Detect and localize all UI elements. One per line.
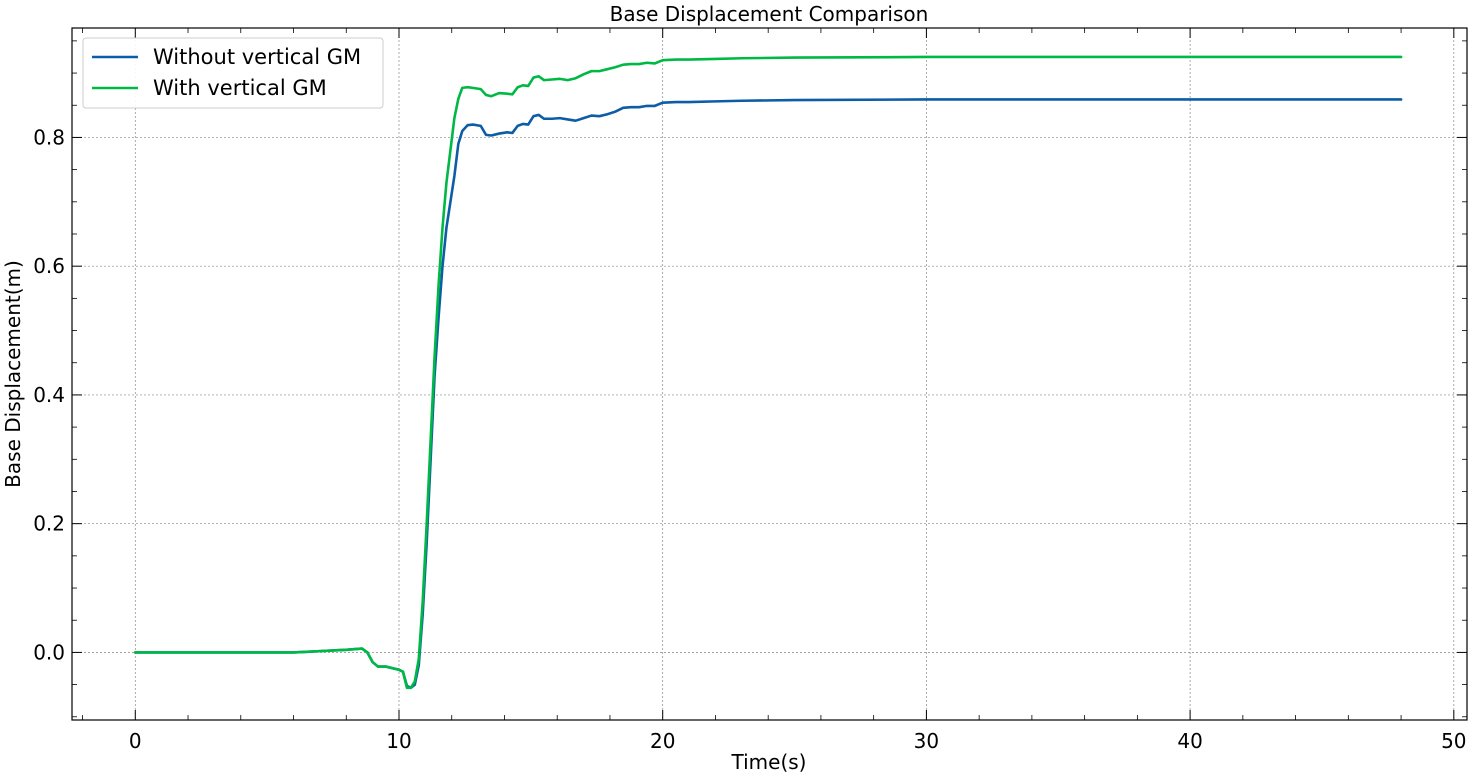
x-tick-labels: 0 10 20 30 40 50: [129, 729, 1467, 753]
x-tick-label: 40: [1177, 729, 1202, 753]
legend-label-without-vertical-gm: Without vertical GM: [153, 45, 361, 69]
major-ticks: [72, 28, 1467, 720]
legend-box: [82, 37, 384, 109]
minor-ticks: [72, 28, 1467, 720]
y-tick-label: 0.8: [33, 125, 65, 149]
y-tick-label: 0.4: [33, 383, 65, 407]
chart-title: Base Displacement Comparison: [610, 2, 929, 26]
y-axis-title: Base Displacement(m): [1, 260, 25, 488]
y-tick-label: 0.6: [33, 254, 65, 278]
plot-frame: [71, 27, 1468, 721]
series-line-with-vertical-gm: [133, 55, 1403, 690]
series-lines: [133, 55, 1403, 690]
x-tick-label: 0: [129, 729, 142, 753]
x-tick-label: 30: [914, 729, 939, 753]
legend: Without vertical GM With vertical GM: [82, 37, 384, 109]
y-tick-label: 0.2: [33, 512, 65, 536]
series-line-without-vertical-gm: [133, 98, 1403, 690]
x-tick-label: 10: [386, 729, 411, 753]
legend-label-with-vertical-gm: With vertical GM: [153, 76, 327, 100]
y-tick-label: 0.0: [33, 640, 65, 664]
x-axis-title: Time(s): [731, 750, 807, 774]
grid: [72, 28, 1467, 720]
x-tick-label: 20: [650, 729, 675, 753]
x-tick-label: 50: [1441, 729, 1466, 753]
y-tick-labels: 0.0 0.2 0.4 0.6 0.8: [33, 125, 65, 664]
